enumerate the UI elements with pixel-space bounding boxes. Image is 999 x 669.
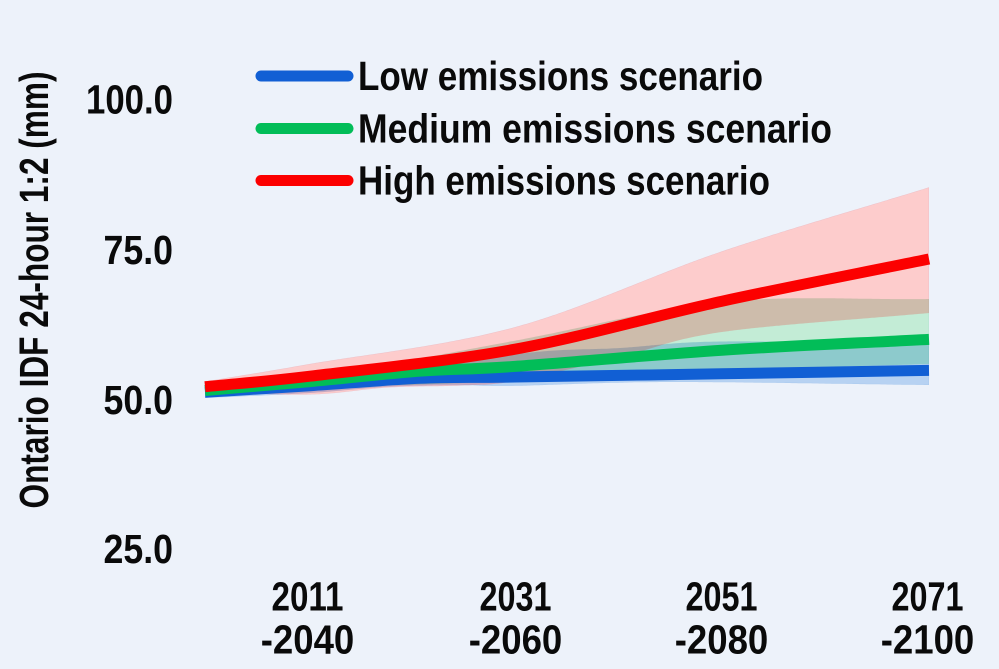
- svg-text:-2040: -2040: [261, 617, 355, 663]
- svg-text:-2060: -2060: [469, 617, 563, 663]
- svg-text:High emissions scenario: High emissions scenario: [358, 157, 770, 203]
- svg-text:Low emissions scenario: Low emissions scenario: [358, 53, 763, 99]
- svg-text:100.0: 100.0: [86, 77, 173, 123]
- svg-text:Ontario IDF 24-hour 1:2 (mm): Ontario IDF 24-hour 1:2 (mm): [11, 72, 57, 509]
- svg-text:25.0: 25.0: [104, 526, 174, 572]
- svg-text:2031: 2031: [480, 574, 552, 620]
- svg-text:-2080: -2080: [675, 617, 769, 663]
- svg-text:2011: 2011: [272, 574, 344, 620]
- svg-text:Medium emissions scenario: Medium emissions scenario: [358, 105, 832, 151]
- svg-text:75.0: 75.0: [104, 227, 174, 273]
- svg-text:2051: 2051: [686, 574, 758, 620]
- svg-text:-2100: -2100: [881, 617, 975, 663]
- svg-text:50.0: 50.0: [104, 377, 174, 423]
- svg-text:2071: 2071: [892, 574, 964, 620]
